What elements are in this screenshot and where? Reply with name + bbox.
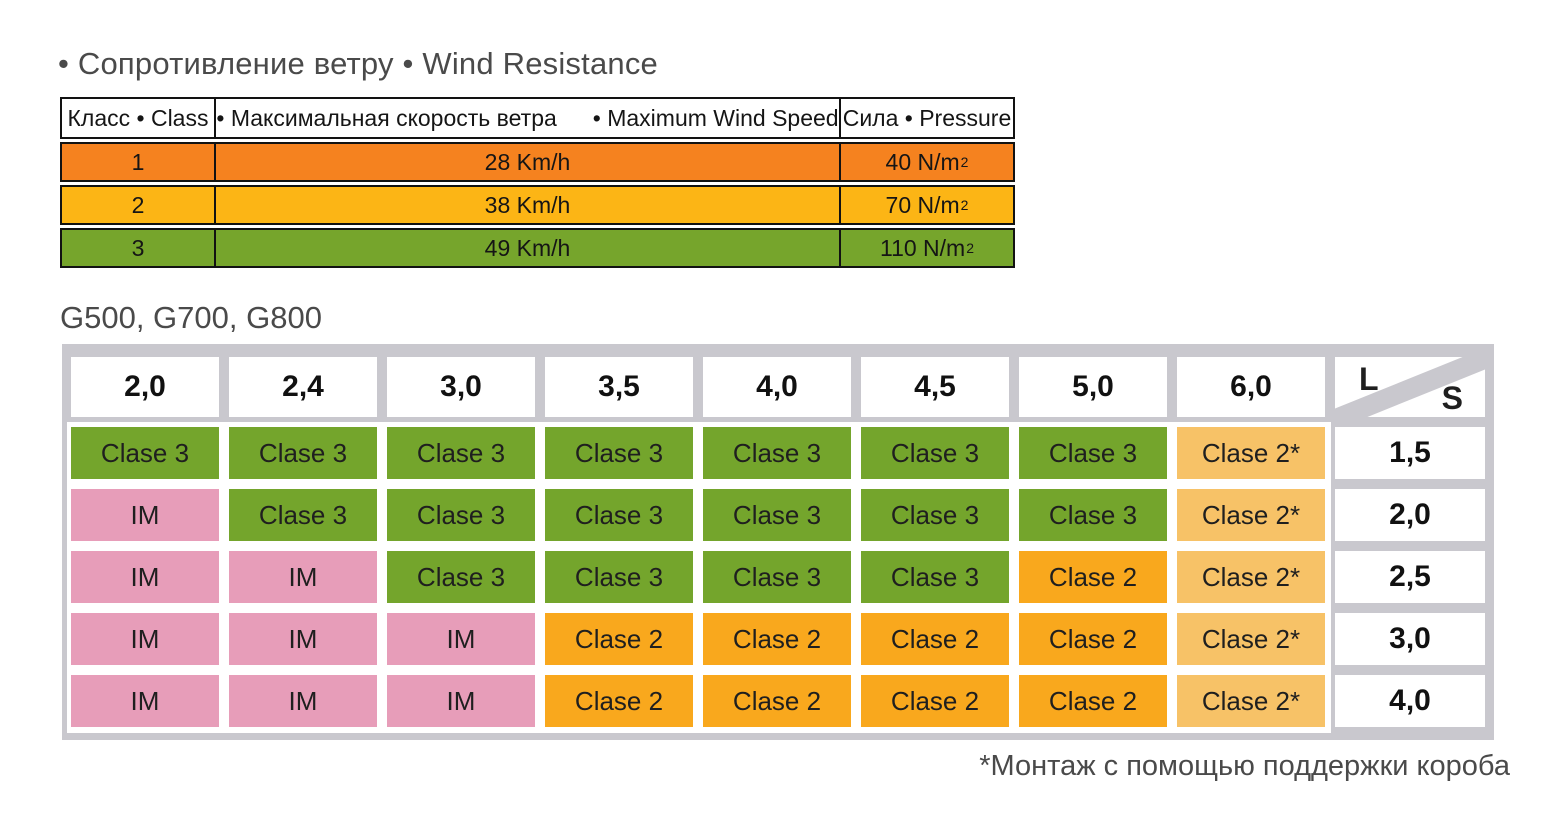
- matrix-cell: IM: [229, 613, 377, 665]
- matrix-row-header: 3,0: [1335, 613, 1485, 665]
- matrix-cell: Clase 2: [703, 675, 851, 727]
- matrix-cell: Clase 3: [387, 489, 535, 541]
- matrix-cell: Clase 3: [387, 427, 535, 479]
- matrix-col-header: 2,0: [71, 357, 219, 417]
- corner-l-label: L: [1359, 361, 1379, 397]
- matrix-cell: Clase 3: [703, 427, 851, 479]
- header-pressure: Сила • Pressure: [839, 97, 1015, 139]
- matrix-row-header: 4,0: [1335, 675, 1485, 727]
- matrix-cell: Clase 3: [387, 551, 535, 603]
- wind-class-row-2: 2 38 Km/h 70 N/m 2: [60, 185, 1015, 225]
- matrix-row-header: 1,5: [1335, 427, 1485, 479]
- matrix-cell: Clase 3: [703, 489, 851, 541]
- matrix-col-header: 3,0: [387, 357, 535, 417]
- footnote: *Монтаж с помощью поддержки короба: [979, 750, 1510, 782]
- matrix-cell: Clase 2*: [1177, 489, 1325, 541]
- matrix-cell: Clase 2: [545, 613, 693, 665]
- pressure-cell: 110 N/m 2: [839, 228, 1015, 268]
- speed-cell: 38 Km/h: [214, 185, 841, 225]
- matrix-cell: Clase 3: [861, 427, 1009, 479]
- matrix-cell: Clase 2: [861, 613, 1009, 665]
- matrix-cell: Clase 2: [1019, 675, 1167, 727]
- header-speed-ru: • Максимальная скорость ветра: [216, 104, 557, 131]
- matrix-cell: Clase 2*: [1177, 675, 1325, 727]
- matrix-col-header: 4,5: [861, 357, 1009, 417]
- matrix-cell: Clase 2: [1019, 551, 1167, 603]
- matrix-cell: IM: [71, 613, 219, 665]
- matrix-cell: Clase 2: [703, 613, 851, 665]
- matrix-cell: Clase 3: [71, 427, 219, 479]
- model-subtitle: G500, G700, G800: [60, 300, 322, 335]
- pressure-cell: 40 N/m 2: [839, 142, 1015, 182]
- pressure-cell: 70 N/m 2: [839, 185, 1015, 225]
- header-speed-en: • Maximum Wind Speed: [592, 104, 839, 131]
- matrix-cell: IM: [229, 551, 377, 603]
- matrix-cell: Clase 3: [1019, 427, 1167, 479]
- matrix-cell: Clase 3: [861, 489, 1009, 541]
- matrix-cell: Clase 2: [545, 675, 693, 727]
- wind-resistance-table: Класс • Class • Максимальная скорость ве…: [60, 97, 1015, 268]
- class-cell: 3: [60, 228, 216, 268]
- matrix-cell: IM: [387, 675, 535, 727]
- matrix-cell: Clase 3: [545, 489, 693, 541]
- matrix-cell: Clase 3: [229, 427, 377, 479]
- matrix-cell: Clase 2*: [1177, 613, 1325, 665]
- header-max-wind-speed: • Максимальная скорость ветра • Maximum …: [214, 97, 841, 139]
- matrix-col-header: 6,0: [1177, 357, 1325, 417]
- matrix-cell: Clase 3: [545, 551, 693, 603]
- matrix-cell: Clase 2*: [1177, 551, 1325, 603]
- class-cell: 1: [60, 142, 216, 182]
- matrix-col-header: 5,0: [1019, 357, 1167, 417]
- wind-class-row-1: 1 28 Km/h 40 N/m 2: [60, 142, 1015, 182]
- matrix-cell: Clase 2: [1019, 613, 1167, 665]
- matrix-cell: Clase 3: [229, 489, 377, 541]
- matrix-cell: Clase 2*: [1177, 427, 1325, 479]
- matrix-cell: IM: [71, 675, 219, 727]
- matrix-cell: Clase 2: [861, 675, 1009, 727]
- matrix-cell: Clase 3: [545, 427, 693, 479]
- speed-cell: 49 Km/h: [214, 228, 841, 268]
- matrix-cell: IM: [71, 551, 219, 603]
- matrix-cell: Clase 3: [1019, 489, 1167, 541]
- matrix-cell: IM: [387, 613, 535, 665]
- matrix-col-header: 4,0: [703, 357, 851, 417]
- matrix-cell: IM: [229, 675, 377, 727]
- wind-class-row-3: 3 49 Km/h 110 N/m 2: [60, 228, 1015, 268]
- matrix-col-header: 3,5: [545, 357, 693, 417]
- matrix-cell: Clase 3: [703, 551, 851, 603]
- matrix-col-header: 2,4: [229, 357, 377, 417]
- speed-cell: 28 Km/h: [214, 142, 841, 182]
- wind-table-header-row: Класс • Class • Максимальная скорость ве…: [60, 97, 1015, 139]
- corner-s-label: S: [1441, 380, 1463, 416]
- header-class: Класс • Class: [60, 97, 216, 139]
- page-title: • Сопротивление ветру • Wind Resistance: [58, 46, 658, 81]
- size-matrix: 2,0 2,4 3,0 3,5 4,0 4,5 5,0 6,0 L S Clase 3 Clase 3…: [62, 344, 1494, 740]
- matrix-cell: Clase 3: [861, 551, 1009, 603]
- class-cell: 2: [60, 185, 216, 225]
- matrix-cell: IM: [71, 489, 219, 541]
- matrix-row-header: 2,0: [1335, 489, 1485, 541]
- matrix-row-header: 2,5: [1335, 551, 1485, 603]
